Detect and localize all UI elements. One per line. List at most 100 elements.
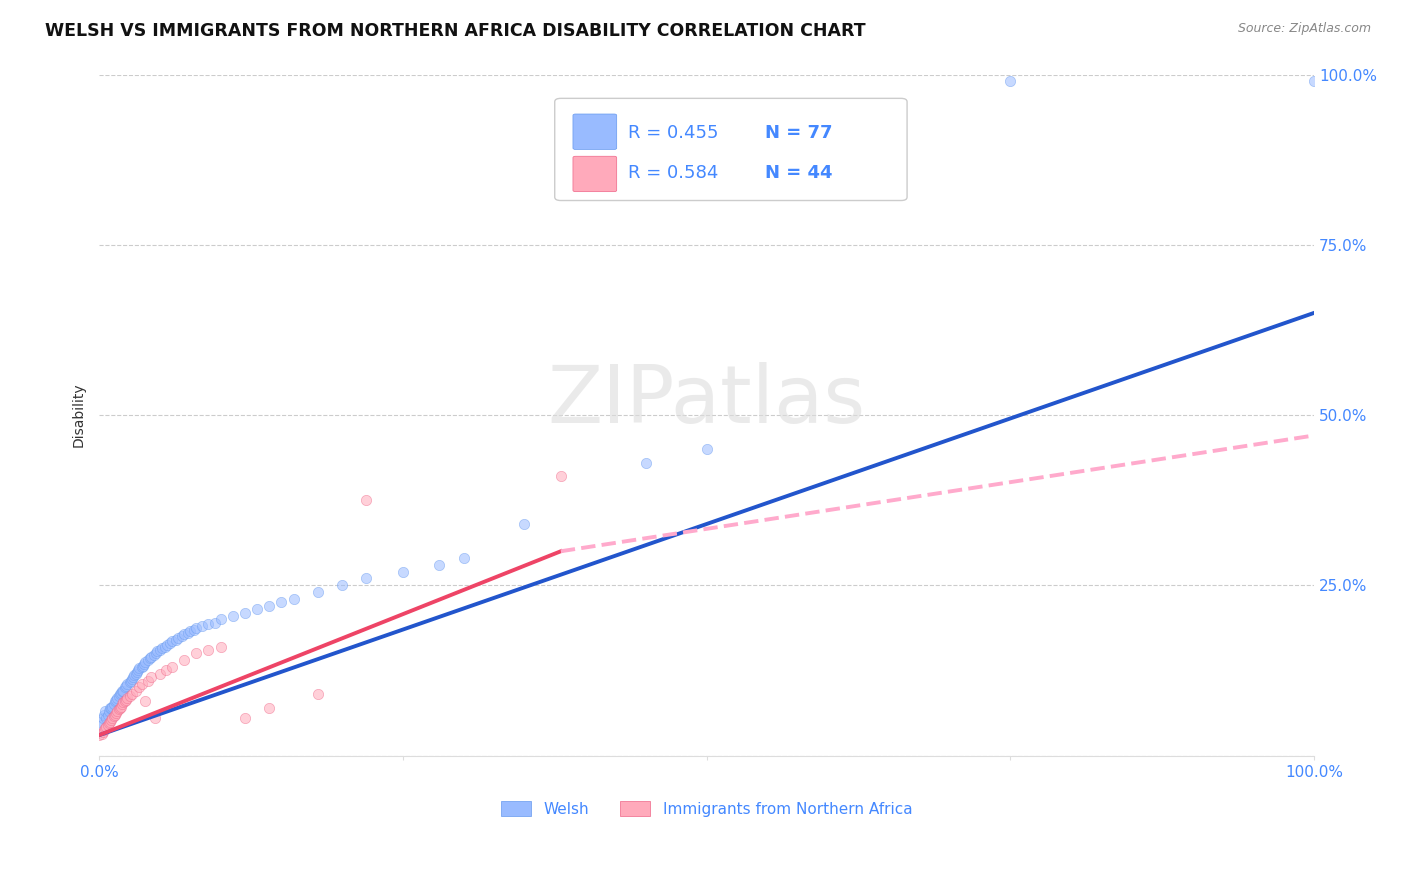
Point bbox=[131, 677, 153, 691]
Point bbox=[550, 469, 572, 483]
Point bbox=[115, 679, 138, 693]
Y-axis label: Disability: Disability bbox=[72, 383, 86, 448]
FancyBboxPatch shape bbox=[555, 98, 907, 201]
Point bbox=[115, 692, 138, 706]
Point bbox=[96, 720, 118, 734]
Point bbox=[204, 615, 226, 630]
Point bbox=[128, 681, 150, 695]
Point bbox=[513, 516, 536, 531]
Point bbox=[114, 694, 136, 708]
Point bbox=[145, 647, 167, 661]
Point bbox=[307, 687, 329, 701]
Point bbox=[110, 699, 132, 714]
Point bbox=[143, 711, 166, 725]
Point bbox=[356, 493, 378, 508]
Point bbox=[191, 619, 214, 633]
Point bbox=[121, 673, 143, 687]
Point bbox=[696, 442, 718, 456]
Point bbox=[131, 660, 153, 674]
Point bbox=[90, 727, 112, 741]
Point bbox=[222, 609, 245, 624]
Point bbox=[1000, 74, 1022, 88]
Point bbox=[115, 677, 138, 691]
Point bbox=[149, 666, 172, 681]
Point bbox=[149, 643, 172, 657]
Point bbox=[270, 595, 292, 609]
Point bbox=[93, 723, 115, 737]
Point bbox=[112, 684, 135, 698]
Point bbox=[233, 711, 256, 725]
Point bbox=[93, 707, 115, 722]
Point bbox=[112, 695, 135, 709]
Point bbox=[127, 664, 149, 678]
Point bbox=[392, 565, 415, 579]
Point bbox=[105, 690, 128, 705]
Legend: Welsh, Immigrants from Northern Africa: Welsh, Immigrants from Northern Africa bbox=[495, 795, 918, 822]
Point bbox=[94, 704, 117, 718]
Point bbox=[125, 665, 148, 680]
Point bbox=[132, 657, 155, 671]
Text: R = 0.584: R = 0.584 bbox=[627, 164, 718, 183]
Point bbox=[257, 701, 280, 715]
Point bbox=[89, 714, 111, 729]
Point bbox=[105, 706, 128, 721]
Point bbox=[257, 599, 280, 613]
Point bbox=[156, 638, 179, 652]
Text: R = 0.455: R = 0.455 bbox=[627, 124, 718, 142]
FancyBboxPatch shape bbox=[574, 156, 617, 192]
Point bbox=[197, 617, 219, 632]
Point bbox=[103, 709, 125, 723]
Point bbox=[356, 572, 378, 586]
Point bbox=[453, 551, 475, 566]
Text: ZIPatlas: ZIPatlas bbox=[547, 362, 866, 441]
Point bbox=[124, 684, 146, 698]
Text: N = 77: N = 77 bbox=[765, 124, 832, 142]
Point bbox=[150, 640, 173, 655]
Point bbox=[186, 621, 208, 635]
Text: Source: ZipAtlas.com: Source: ZipAtlas.com bbox=[1237, 22, 1371, 36]
Point bbox=[134, 694, 156, 708]
Point bbox=[160, 634, 183, 648]
Point bbox=[283, 591, 305, 606]
Point bbox=[246, 602, 269, 616]
FancyBboxPatch shape bbox=[574, 114, 617, 150]
Point bbox=[155, 664, 177, 678]
Point bbox=[91, 711, 114, 725]
Point bbox=[141, 649, 163, 664]
Point bbox=[91, 724, 114, 739]
Point bbox=[94, 722, 117, 736]
Point bbox=[97, 704, 120, 718]
Point bbox=[167, 631, 190, 645]
Point bbox=[90, 718, 112, 732]
Point bbox=[159, 636, 181, 650]
Point bbox=[179, 624, 201, 638]
Point bbox=[136, 653, 159, 667]
Point bbox=[173, 627, 195, 641]
Point bbox=[103, 698, 125, 712]
Point bbox=[136, 673, 159, 688]
Point bbox=[132, 658, 155, 673]
Point bbox=[209, 640, 232, 654]
Point bbox=[141, 670, 163, 684]
Point bbox=[186, 647, 208, 661]
Point bbox=[97, 718, 120, 732]
Point bbox=[104, 707, 127, 722]
Point bbox=[96, 711, 118, 725]
Point bbox=[101, 699, 124, 714]
Point bbox=[107, 702, 129, 716]
Point bbox=[98, 714, 121, 729]
Point bbox=[89, 728, 111, 742]
Point bbox=[121, 687, 143, 701]
Point bbox=[120, 673, 142, 688]
Point bbox=[97, 715, 120, 730]
Point bbox=[118, 675, 141, 690]
Point bbox=[197, 643, 219, 657]
Point bbox=[124, 666, 146, 681]
Point bbox=[128, 661, 150, 675]
Point bbox=[101, 711, 124, 725]
Point bbox=[330, 578, 353, 592]
Point bbox=[153, 640, 176, 654]
Point bbox=[108, 701, 131, 715]
Point bbox=[100, 701, 122, 715]
Point bbox=[114, 681, 136, 695]
